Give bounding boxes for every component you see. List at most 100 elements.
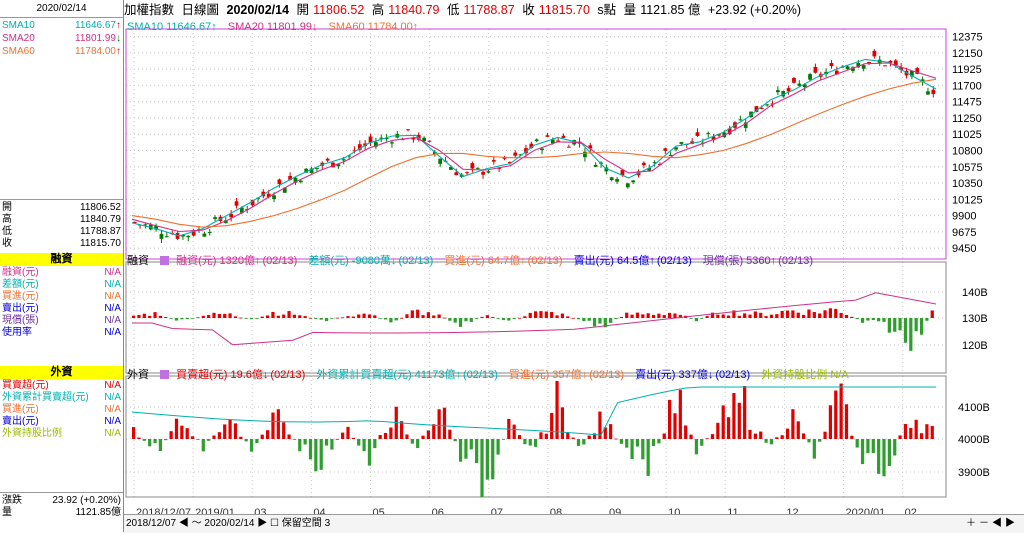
candle-body [390,142,394,144]
foreign-bar [373,439,377,449]
foreign-bar [228,419,232,439]
zoom-controls[interactable]: ＋－◀▶ [966,515,1018,533]
margin-bar [534,311,538,318]
margin-bar [201,315,205,318]
scroll-left-icon: ◀ [992,518,1005,529]
foreign-bar [164,439,168,441]
foreign-bar [850,435,854,439]
range-right-arrow-icon[interactable]: ▶ [257,518,268,529]
foreign-bar [212,435,216,439]
candle-body [154,225,158,230]
foreign-bar [341,432,345,439]
legend-swatch-icon [160,370,170,379]
foreign-bar [587,435,591,439]
sidebar-margin-row: 現償(張) N/A [2,315,121,326]
margin-bar [475,318,479,319]
candle-body [513,152,518,156]
price-tick-label: 9900 [952,211,976,223]
candle-body [883,65,887,67]
range-from[interactable]: 2018/12/07 [126,518,177,529]
volume-label: 量 [623,3,637,17]
foreign-bar [432,424,436,439]
margin-bar [367,314,372,318]
candle-body [191,230,196,236]
margin-bar [544,311,548,318]
margin-bar [142,313,146,318]
candle-body [765,104,770,106]
foreign-bar [169,431,173,439]
foreign-bar [844,404,849,439]
candle-body [213,217,217,219]
foreign-bar [485,439,489,480]
margin-bar [148,315,152,318]
foreign-bar [501,439,506,440]
scroll-right-icon: ▶ [1005,518,1018,529]
foreign-bar [748,429,752,439]
candle-body [470,163,475,169]
candlesticks [132,49,936,244]
margin-bar [775,314,779,318]
candle-body [899,66,904,70]
range-to[interactable]: 2020/02/14 [204,518,255,529]
reserve-space-checkbox[interactable]: ☐ [270,518,279,529]
margin-bar [603,318,607,328]
reserve-space-button[interactable]: 保留空間 [281,518,322,529]
candle-body [615,179,619,182]
foreign-bar [609,424,613,439]
candle-body [556,140,560,142]
margin-bar [373,315,377,318]
margin-bar [855,318,859,320]
margin-bar [539,311,543,318]
price-tick-label: 11925 [952,64,982,76]
candle-body [422,137,426,142]
foreign-bar [550,412,554,439]
foreign-bar [217,432,221,439]
foreign-bar [512,424,516,439]
candle-body [336,164,341,167]
foreign-bar [314,439,318,472]
candle-body [776,90,780,93]
margin-bar [721,314,725,318]
sma10-legend: SMA10 11646.67↑ [127,21,217,33]
foreign-bar [839,383,843,439]
margin-tick-label: 140B [962,287,988,299]
foreign-bar [142,439,146,441]
candle-body [175,233,180,239]
foreign-bar [416,439,420,449]
range-left-arrow-icon[interactable]: ◀ [178,518,189,529]
margin-bar [850,316,854,318]
candle-body [631,180,636,183]
sma-line-sma10 [131,58,937,237]
foreign-bar [249,439,254,452]
margin-bar [619,316,623,318]
foreign-bar [469,439,473,450]
margin-bar [517,317,522,319]
margin-bar [860,318,865,323]
foreign-bar [319,439,323,470]
x-tick-label: 11 [727,507,738,519]
margin-bar [314,318,318,319]
candle-body [706,133,711,135]
margin-bar [555,315,559,318]
foreign-bar [282,422,286,439]
reserve-space-count[interactable]: 3 [324,518,331,529]
foreign-tick-label: 4000B [958,434,990,446]
candle-body [223,220,228,224]
price-tick-label: 12150 [952,48,983,60]
candle-body [920,79,925,82]
margin-bar [630,314,634,318]
margin-bar [582,318,586,322]
candle-body [915,68,920,74]
candle-body [454,172,459,176]
foreign-bar [266,430,270,439]
foreign-bar [437,409,441,439]
margin-bar [871,318,875,321]
candle-body [625,183,630,188]
margin-bar [651,314,656,318]
margin-bar [866,318,870,321]
chart-area[interactable]: 12375 12150 11925 11700 11475 11250 11025 10800… [124,18,1024,532]
margin-bar [233,316,238,318]
sma-line-sma20 [131,62,937,233]
candle-body [797,83,802,86]
foreign-bar [346,426,350,439]
